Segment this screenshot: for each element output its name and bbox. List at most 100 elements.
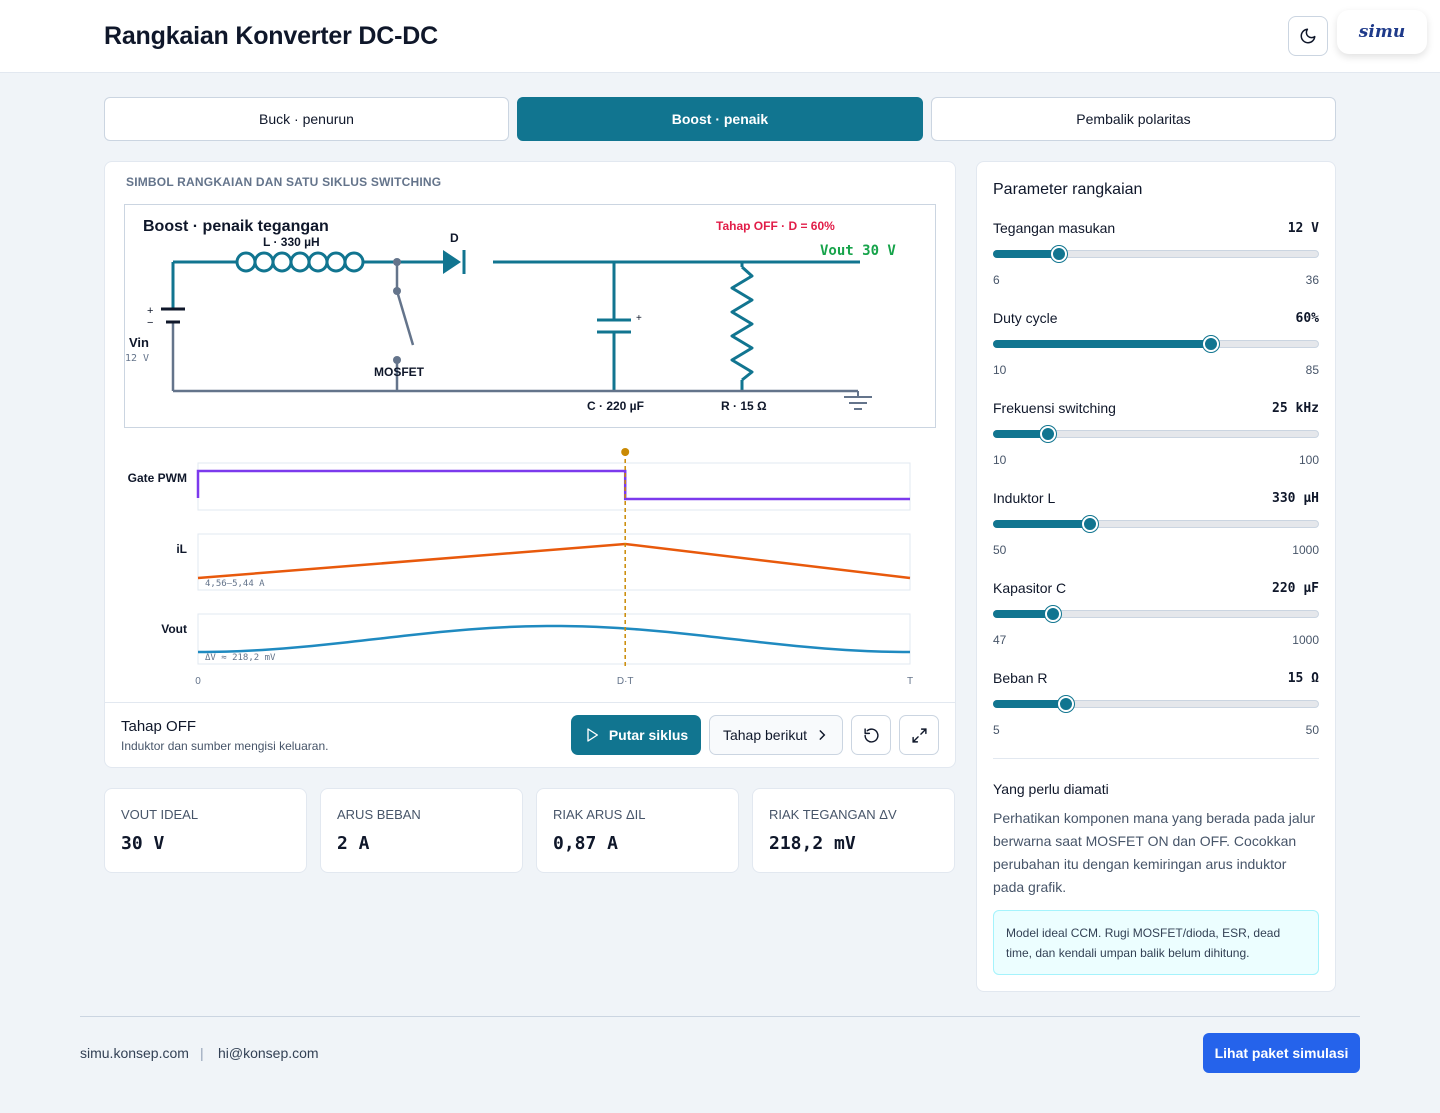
mosfet-label: MOSFET bbox=[374, 365, 425, 379]
tab-inverting[interactable]: Pembalik polaritas bbox=[931, 97, 1336, 141]
param-max: 100 bbox=[1298, 453, 1319, 467]
rotate-ccw-icon bbox=[863, 727, 879, 743]
slider-inductor[interactable] bbox=[993, 516, 1319, 532]
param-min: 47 bbox=[993, 633, 1007, 647]
tab-buck[interactable]: Buck · penurun bbox=[104, 97, 509, 141]
param-min: 6 bbox=[993, 273, 1000, 287]
slider-thumb[interactable] bbox=[1203, 336, 1220, 352]
next-label: Tahap berikut bbox=[722, 727, 808, 743]
metric-vout-ideal: VOUT IDEAL 30 V bbox=[104, 788, 307, 873]
inductor-coil bbox=[235, 251, 365, 273]
brand-logo[interactable]: simu bbox=[1337, 10, 1427, 54]
axis-start: 0 bbox=[195, 676, 201, 687]
phase-indicator: Tahap OFF · D = 60% bbox=[716, 219, 835, 233]
phase-title: Tahap OFF bbox=[121, 718, 197, 735]
circuit-diagram: Boost · penaik tegangan Tahap OFF · D = … bbox=[124, 204, 936, 428]
param-value: 25 kHz bbox=[1272, 401, 1319, 416]
fullscreen-button[interactable] bbox=[899, 715, 939, 755]
footer-site-link[interactable]: simu.konsep.com bbox=[80, 1045, 189, 1061]
slider-thumb[interactable] bbox=[1040, 426, 1057, 442]
vout-indicator: Vout 30 V bbox=[820, 243, 896, 259]
footer-divider bbox=[80, 1016, 1360, 1017]
gate-label: Gate PWM bbox=[128, 471, 187, 485]
circuit-schematic: Boost · penaik tegangan Tahap OFF · D = … bbox=[125, 218, 896, 413]
diode-label: D bbox=[450, 231, 459, 245]
metric-current-ripple: RIAK ARUS ΔIL 0,87 A bbox=[536, 788, 739, 873]
page-title: Rangkaian Konverter DC-DC bbox=[104, 22, 438, 50]
control-bar bbox=[105, 702, 955, 767]
gate-trace bbox=[196, 469, 910, 501]
param-max: 1000 bbox=[1292, 633, 1319, 647]
slider-fill bbox=[993, 700, 1066, 708]
slider-thumb[interactable] bbox=[1058, 696, 1075, 712]
metric-label: ARUS BEBAN bbox=[337, 807, 421, 822]
metric-label: VOUT IDEAL bbox=[121, 807, 199, 822]
vin-value: 12 V bbox=[125, 353, 149, 364]
slider-fill bbox=[993, 340, 1211, 348]
next-phase-button[interactable]: Tahap berikut bbox=[709, 715, 843, 755]
param-label: Induktor L bbox=[993, 490, 1056, 506]
footer-email-link[interactable]: hi@konsep.com bbox=[218, 1045, 319, 1061]
play-cycle-button[interactable]: Putar siklus bbox=[571, 715, 701, 755]
observation-title: Yang perlu diamati bbox=[993, 781, 1109, 797]
waveform-plot: Gate PWM iL Vout 4,56–5,44 A ΔV ≈ 218,2 … bbox=[128, 448, 913, 687]
il-label: iL bbox=[176, 542, 187, 556]
metric-voltage-ripple: RIAK TEGANGAN ΔV 218,2 mV bbox=[752, 788, 955, 873]
metric-value: 218,2 mV bbox=[769, 833, 856, 854]
slider-thumb[interactable] bbox=[1045, 606, 1062, 622]
slider-capacitor[interactable] bbox=[993, 606, 1319, 622]
vout-trace bbox=[198, 624, 910, 654]
slider-fill bbox=[993, 250, 1059, 258]
slider-thumb[interactable] bbox=[1082, 516, 1099, 532]
param-label: Duty cycle bbox=[993, 310, 1058, 326]
switch-blade bbox=[395, 290, 415, 346]
param-max: 50 bbox=[1305, 723, 1319, 737]
play-icon bbox=[587, 728, 598, 742]
il-lane bbox=[197, 533, 911, 591]
slider-duty-cycle[interactable] bbox=[993, 336, 1319, 352]
vout-ripple: ΔV ≈ 218,2 mV bbox=[205, 653, 276, 663]
param-value: 15 Ω bbox=[1287, 671, 1319, 686]
circuit-title: Boost · penaik tegangan bbox=[143, 218, 329, 235]
cap-label: C · 220 µF bbox=[587, 399, 644, 413]
time-cursor-handle bbox=[621, 448, 630, 456]
slider-input-voltage[interactable] bbox=[993, 246, 1319, 262]
param-min: 50 bbox=[993, 543, 1007, 557]
parameter-title: Parameter rangkaian bbox=[993, 181, 1143, 198]
vin-label: Vin bbox=[129, 335, 149, 350]
axis-end: T bbox=[907, 676, 913, 687]
battery-minus: − bbox=[147, 317, 153, 329]
parameter-panel bbox=[976, 161, 1336, 992]
vout-lane bbox=[197, 613, 911, 665]
slider-thumb[interactable] bbox=[1051, 246, 1068, 262]
panel-divider bbox=[993, 758, 1319, 759]
view-packages-button[interactable]: Lihat paket simulasi bbox=[1203, 1033, 1360, 1073]
chevron-right-icon bbox=[819, 730, 826, 740]
param-value: 220 µF bbox=[1272, 581, 1319, 596]
model-note: Model ideal CCM. Rugi MOSFET/dioda, ESR,… bbox=[993, 910, 1319, 975]
axis-mid: D·T bbox=[617, 676, 634, 687]
phase-description: Induktor dan sumber mengisi keluaran. bbox=[121, 739, 329, 753]
res-label: R · 15 Ω bbox=[721, 399, 767, 413]
param-label: Beban R bbox=[993, 670, 1048, 686]
vout-wave-label: Vout bbox=[161, 622, 187, 636]
section-title: SIMBOL RANGKAIAN DAN SATU SIKLUS SWITCHI… bbox=[126, 175, 442, 189]
inductor-label: L · 330 µH bbox=[263, 235, 320, 249]
reset-button[interactable] bbox=[851, 715, 891, 755]
metric-value: 0,87 A bbox=[553, 833, 619, 854]
param-value: 12 V bbox=[1287, 221, 1319, 236]
slider-fill bbox=[993, 610, 1053, 618]
diode-triangle bbox=[443, 250, 461, 274]
param-label: Kapasitor C bbox=[993, 580, 1067, 596]
observation-text: Perhatikan komponen mana yang berada pad… bbox=[993, 810, 1316, 895]
slider-fill bbox=[993, 430, 1048, 438]
expand-icon bbox=[911, 727, 927, 743]
battery-plus: + bbox=[147, 305, 153, 317]
slider-load[interactable] bbox=[993, 696, 1319, 712]
tab-boost[interactable]: Boost · penaik bbox=[517, 97, 923, 141]
param-max: 85 bbox=[1305, 363, 1319, 377]
metric-value: 30 V bbox=[121, 833, 165, 854]
theme-toggle-button[interactable] bbox=[1288, 16, 1328, 56]
slider-switching-frequency[interactable] bbox=[993, 426, 1319, 442]
metric-value: 2 A bbox=[337, 833, 370, 854]
